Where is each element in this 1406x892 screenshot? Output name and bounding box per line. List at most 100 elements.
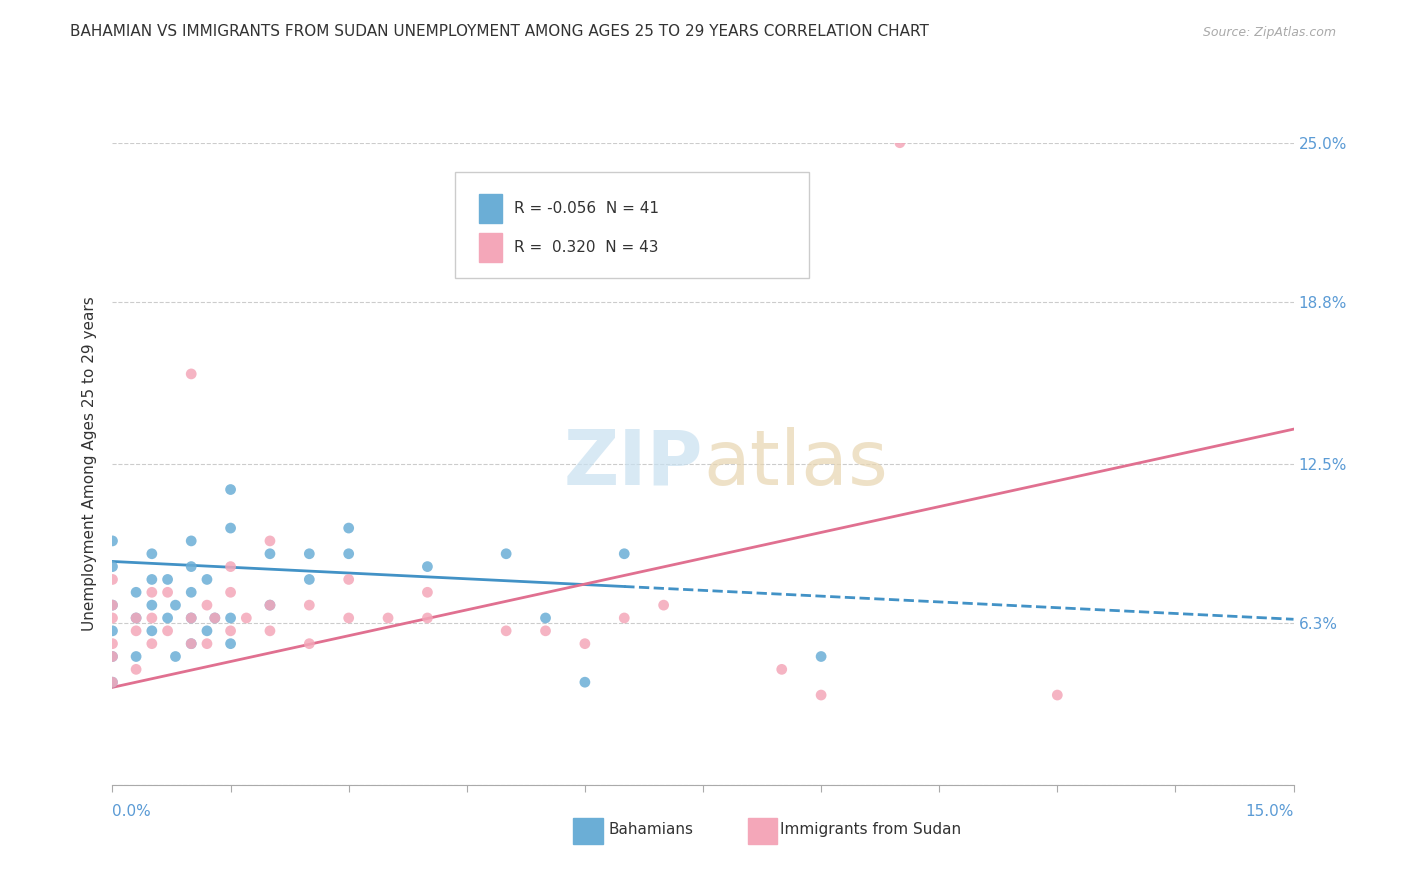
Point — [101, 559, 124, 574]
Point — [259, 598, 281, 612]
Point — [259, 624, 281, 638]
Point — [125, 662, 148, 676]
Bar — [574, 818, 603, 844]
Point — [141, 585, 163, 599]
Point — [574, 675, 596, 690]
Point — [180, 637, 202, 651]
Point — [416, 585, 439, 599]
Text: Immigrants from Sudan: Immigrants from Sudan — [780, 822, 960, 838]
Point — [337, 573, 360, 587]
Point — [195, 598, 218, 612]
Point — [613, 547, 636, 561]
Point — [495, 624, 517, 638]
Text: BAHAMIAN VS IMMIGRANTS FROM SUDAN UNEMPLOYMENT AMONG AGES 25 TO 29 YEARS CORRELA: BAHAMIAN VS IMMIGRANTS FROM SUDAN UNEMPL… — [70, 24, 929, 38]
Point — [101, 675, 124, 690]
Point — [652, 598, 675, 612]
Point — [101, 637, 124, 651]
FancyBboxPatch shape — [456, 171, 810, 277]
Point — [165, 649, 187, 664]
Point — [204, 611, 226, 625]
Point — [298, 598, 321, 612]
Point — [101, 573, 124, 587]
Point — [141, 547, 163, 561]
Point — [180, 637, 202, 651]
Point — [101, 624, 124, 638]
Point — [534, 611, 557, 625]
Bar — [478, 233, 502, 261]
Point — [889, 136, 911, 150]
Point — [219, 483, 242, 497]
Point — [195, 637, 218, 651]
Text: atlas: atlas — [703, 427, 887, 500]
Point — [810, 649, 832, 664]
Point — [377, 611, 399, 625]
Point — [125, 624, 148, 638]
Text: Source: ZipAtlas.com: Source: ZipAtlas.com — [1202, 26, 1336, 38]
Point — [141, 624, 163, 638]
Point — [125, 649, 148, 664]
Point — [337, 611, 360, 625]
Point — [298, 573, 321, 587]
Point — [180, 367, 202, 381]
Point — [219, 624, 242, 638]
Point — [810, 688, 832, 702]
Point — [204, 611, 226, 625]
Point — [180, 559, 202, 574]
Point — [156, 611, 179, 625]
Point — [219, 521, 242, 535]
Y-axis label: Unemployment Among Ages 25 to 29 years: Unemployment Among Ages 25 to 29 years — [82, 296, 97, 632]
Bar — [748, 818, 778, 844]
Point — [101, 598, 124, 612]
Point — [101, 649, 124, 664]
Point — [219, 637, 242, 651]
Point — [298, 547, 321, 561]
Point — [141, 598, 163, 612]
Point — [219, 585, 242, 599]
Point — [180, 585, 202, 599]
Point — [141, 637, 163, 651]
Point — [180, 611, 202, 625]
Point — [195, 573, 218, 587]
Point — [101, 533, 124, 548]
Point — [337, 521, 360, 535]
Text: R =  0.320  N = 43: R = 0.320 N = 43 — [515, 240, 658, 255]
Point — [156, 585, 179, 599]
Point — [180, 533, 202, 548]
Point — [1046, 688, 1069, 702]
Point — [165, 598, 187, 612]
Point — [534, 624, 557, 638]
Point — [259, 547, 281, 561]
Point — [219, 611, 242, 625]
Point — [337, 547, 360, 561]
Point — [141, 611, 163, 625]
Point — [125, 611, 148, 625]
Point — [770, 662, 793, 676]
Point — [613, 611, 636, 625]
Point — [495, 547, 517, 561]
Text: R = -0.056  N = 41: R = -0.056 N = 41 — [515, 202, 659, 217]
Text: ZIP: ZIP — [564, 427, 703, 500]
Point — [156, 624, 179, 638]
Point — [235, 611, 257, 625]
Bar — [478, 194, 502, 223]
Point — [101, 649, 124, 664]
Point — [101, 675, 124, 690]
Point — [259, 533, 281, 548]
Point — [298, 637, 321, 651]
Point — [101, 598, 124, 612]
Text: 0.0%: 0.0% — [112, 805, 152, 819]
Point — [195, 624, 218, 638]
Point — [219, 559, 242, 574]
Point — [416, 559, 439, 574]
Point — [259, 598, 281, 612]
Point — [574, 637, 596, 651]
Point — [180, 611, 202, 625]
Text: 15.0%: 15.0% — [1246, 805, 1294, 819]
Text: Bahamians: Bahamians — [609, 822, 693, 838]
Point — [416, 611, 439, 625]
Point — [101, 611, 124, 625]
Point — [141, 573, 163, 587]
Point — [156, 573, 179, 587]
Point — [125, 611, 148, 625]
Point — [125, 585, 148, 599]
